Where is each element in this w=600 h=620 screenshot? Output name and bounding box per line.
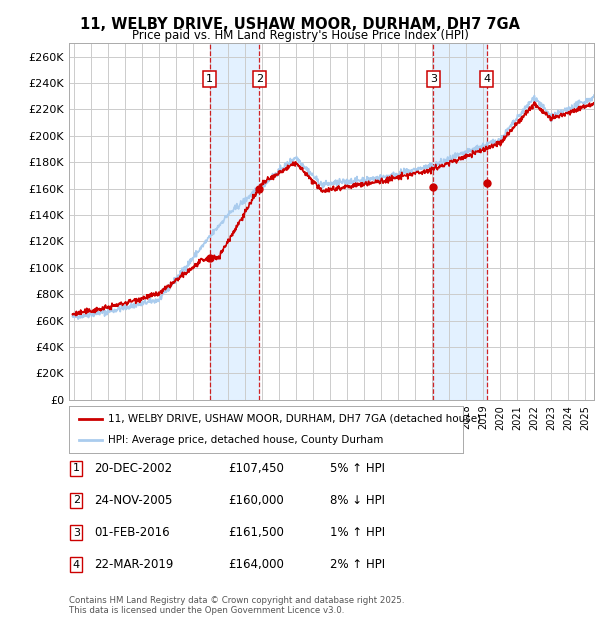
Text: 5% ↑ HPI: 5% ↑ HPI — [330, 462, 385, 474]
Text: £164,000: £164,000 — [228, 559, 284, 571]
Bar — [210, 43, 259, 400]
Text: 2: 2 — [73, 495, 80, 505]
Text: £161,500: £161,500 — [228, 526, 284, 539]
Text: £160,000: £160,000 — [228, 494, 284, 507]
Text: 4: 4 — [483, 74, 490, 84]
Text: 1: 1 — [73, 463, 80, 473]
Text: 3: 3 — [430, 74, 437, 84]
Text: 01-FEB-2016: 01-FEB-2016 — [94, 526, 170, 539]
Text: 11, WELBY DRIVE, USHAW MOOR, DURHAM, DH7 7GA (detached house): 11, WELBY DRIVE, USHAW MOOR, DURHAM, DH7… — [109, 414, 482, 423]
Text: 24-NOV-2005: 24-NOV-2005 — [94, 494, 173, 507]
Text: £107,450: £107,450 — [228, 462, 284, 474]
Text: 2% ↑ HPI: 2% ↑ HPI — [330, 559, 385, 571]
Text: 4: 4 — [73, 560, 80, 570]
Text: Price paid vs. HM Land Registry's House Price Index (HPI): Price paid vs. HM Land Registry's House … — [131, 29, 469, 42]
Text: 11, WELBY DRIVE, USHAW MOOR, DURHAM, DH7 7GA: 11, WELBY DRIVE, USHAW MOOR, DURHAM, DH7… — [80, 17, 520, 32]
Text: 22-MAR-2019: 22-MAR-2019 — [94, 559, 173, 571]
Text: 1% ↑ HPI: 1% ↑ HPI — [330, 526, 385, 539]
Text: HPI: Average price, detached house, County Durham: HPI: Average price, detached house, Coun… — [109, 435, 384, 445]
Text: Contains HM Land Registry data © Crown copyright and database right 2025.
This d: Contains HM Land Registry data © Crown c… — [69, 596, 404, 615]
Text: 8% ↓ HPI: 8% ↓ HPI — [330, 494, 385, 507]
Text: 20-DEC-2002: 20-DEC-2002 — [94, 462, 172, 474]
Bar — [433, 43, 487, 400]
Text: 2: 2 — [256, 74, 263, 84]
Text: 1: 1 — [206, 74, 213, 84]
Text: 3: 3 — [73, 528, 80, 538]
